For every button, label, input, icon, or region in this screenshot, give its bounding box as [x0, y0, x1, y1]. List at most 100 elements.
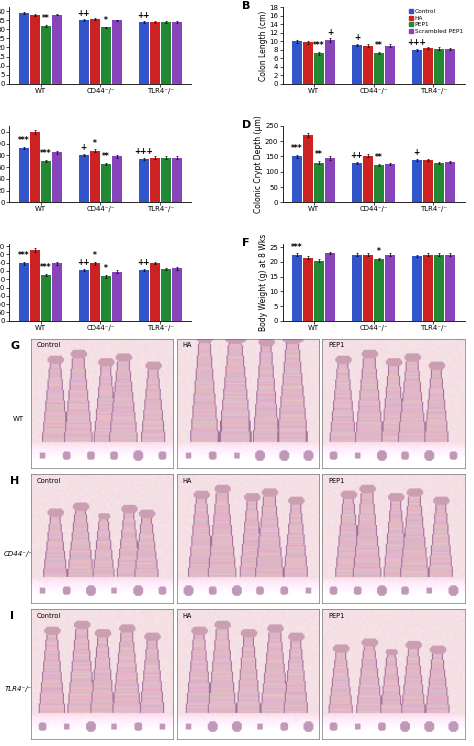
Bar [52, 15, 62, 84]
Bar [79, 20, 89, 84]
Bar [412, 256, 422, 321]
Bar [434, 163, 444, 202]
Bar [30, 250, 40, 321]
Text: ++: ++ [351, 151, 363, 160]
Y-axis label: Body Weight (g) at 8 Wks: Body Weight (g) at 8 Wks [259, 234, 268, 331]
Bar [101, 276, 111, 321]
Bar [412, 160, 422, 202]
Bar [385, 254, 395, 321]
Bar [101, 164, 111, 202]
Text: ***: *** [291, 242, 303, 251]
Bar [314, 260, 324, 321]
Bar [41, 275, 51, 321]
Text: ***: *** [291, 144, 303, 153]
Text: Control: Control [37, 477, 61, 483]
Bar [374, 259, 384, 321]
Text: ***: *** [313, 41, 325, 50]
Bar [172, 157, 182, 202]
Text: *: * [104, 264, 108, 273]
Bar [161, 269, 171, 321]
Text: Control: Control [37, 612, 61, 618]
Text: G: G [10, 341, 19, 351]
Text: **: ** [375, 153, 383, 162]
Text: ++: ++ [78, 258, 90, 267]
Bar [314, 53, 324, 84]
Bar [412, 50, 422, 84]
Text: **: ** [42, 14, 50, 23]
Bar [41, 25, 51, 84]
Bar [101, 28, 111, 84]
Text: Control: Control [37, 342, 61, 348]
Text: HA: HA [182, 612, 192, 618]
Text: +: + [327, 28, 333, 37]
Text: **: ** [375, 41, 383, 50]
Text: +++: +++ [134, 147, 153, 156]
Bar [363, 254, 373, 321]
Text: D: D [243, 120, 252, 130]
Bar [19, 263, 29, 321]
Bar [445, 49, 455, 84]
Bar [90, 19, 100, 84]
Text: *: * [377, 247, 381, 256]
Bar [41, 161, 51, 202]
Bar [423, 48, 433, 84]
Bar [30, 132, 40, 202]
Bar [374, 53, 384, 84]
Bar [112, 272, 122, 321]
Bar [150, 157, 160, 202]
Text: CD44⁻/⁻: CD44⁻/⁻ [4, 551, 33, 557]
Bar [30, 15, 40, 84]
Bar [325, 253, 335, 321]
Bar [303, 257, 313, 321]
Bar [325, 40, 335, 84]
Bar [52, 263, 62, 321]
Bar [363, 156, 373, 202]
Text: F: F [243, 238, 250, 248]
Bar [292, 157, 302, 202]
Bar [363, 46, 373, 84]
Text: I: I [10, 611, 14, 621]
Bar [90, 263, 100, 321]
Text: +: + [81, 143, 87, 152]
Text: ++: ++ [137, 10, 150, 19]
Text: *: * [93, 139, 97, 148]
Text: ***: *** [40, 263, 52, 272]
Bar [292, 254, 302, 321]
Text: **: ** [102, 152, 110, 161]
Text: *: * [104, 16, 108, 25]
Bar [303, 43, 313, 84]
Bar [139, 22, 149, 84]
Text: H: H [10, 476, 19, 486]
Text: ***: *** [18, 137, 30, 145]
Bar [434, 48, 444, 84]
Bar [314, 163, 324, 202]
Text: TLR4⁻/⁻: TLR4⁻/⁻ [5, 686, 32, 692]
Bar [385, 164, 395, 202]
Text: PEP1: PEP1 [328, 342, 344, 348]
Bar [423, 160, 433, 202]
Text: **: ** [315, 150, 323, 159]
Bar [139, 159, 149, 202]
Bar [79, 270, 89, 321]
Bar [112, 20, 122, 84]
Text: B: B [243, 1, 251, 11]
Text: +: + [414, 148, 420, 157]
Bar [445, 162, 455, 202]
Bar [161, 22, 171, 84]
Bar [52, 152, 62, 202]
Bar [423, 254, 433, 321]
Text: +: + [354, 33, 360, 42]
Bar [161, 157, 171, 202]
Bar [434, 254, 444, 321]
Bar [352, 45, 362, 84]
Text: ***: *** [18, 251, 30, 260]
Text: WT: WT [13, 416, 24, 422]
Text: ++: ++ [137, 258, 150, 267]
Bar [112, 157, 122, 202]
Bar [90, 151, 100, 202]
Bar [374, 165, 384, 202]
Text: PEP1: PEP1 [328, 477, 344, 483]
Bar [79, 155, 89, 202]
Y-axis label: Colonic Crypt Depth (μm): Colonic Crypt Depth (μm) [255, 115, 264, 213]
Bar [352, 254, 362, 321]
